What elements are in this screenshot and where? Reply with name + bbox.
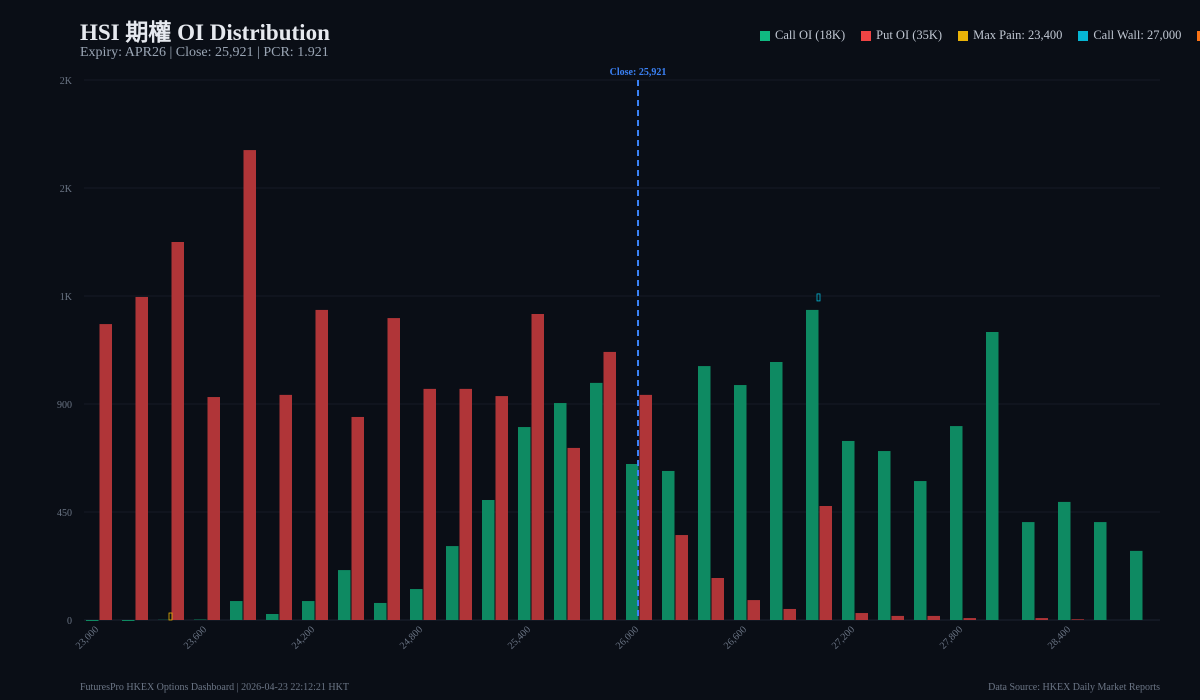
call-oi-bar: [590, 382, 603, 620]
y-tick-label: 2K: [60, 76, 73, 87]
put-oi-bar: [603, 351, 616, 620]
put-oi-bar: [531, 314, 544, 620]
call-oi-bar: [986, 332, 999, 620]
legend-label: Call OI (18K): [775, 28, 846, 42]
x-tick-label: 26,000: [614, 624, 641, 651]
put-oi-bar: [351, 416, 364, 620]
legend-call-oi[interactable]: Call OI (18K): [760, 28, 845, 43]
x-tick-label: 24,800: [398, 624, 425, 651]
call-oi-bar: [842, 440, 855, 620]
call-oi-bar: [86, 620, 99, 621]
call-oi-bar: [1058, 501, 1071, 620]
x-tick-label: 24,200: [290, 624, 317, 651]
close-price-label: Close: 25,921: [610, 67, 667, 78]
call-oi-bar: [302, 601, 315, 620]
put-oi-bar: [99, 324, 112, 620]
call-oi-bar: [914, 481, 927, 620]
put-oi-bar: [963, 618, 976, 620]
y-tick-label: 900: [57, 400, 72, 411]
call-oi-bar: [482, 500, 495, 620]
call-oi-bar: [554, 403, 567, 620]
put-oi-bar: [783, 608, 796, 620]
x-tick-label: 23,000: [74, 624, 101, 651]
call-oi-bar: [662, 470, 675, 620]
y-tick-label: 2K: [60, 184, 73, 195]
call-oi-bar: [878, 451, 891, 620]
y-tick-label: 450: [57, 508, 72, 519]
legend-swatch: [861, 30, 872, 41]
call-oi-bar: [734, 385, 747, 620]
x-tick-label: 23,600: [182, 624, 209, 651]
put-oi-bar: [567, 447, 580, 620]
footer-right: Data Source: HKEX Daily Market Reports: [988, 682, 1160, 693]
legend-label: Call Wall: 27,000: [1093, 28, 1182, 42]
call-oi-bar: [698, 366, 711, 620]
put-oi-bar: [279, 394, 292, 620]
y-tick-label: 1K: [60, 292, 73, 303]
call-oi-bar: [230, 601, 243, 620]
call-oi-bar: [446, 546, 459, 620]
call-oi-bar: [374, 602, 387, 620]
put-oi-bar: [243, 150, 256, 620]
call-oi-bar: [1022, 522, 1035, 620]
put-oi-bar: [459, 388, 472, 620]
call-oi-bar: [122, 620, 135, 621]
call-oi-bar: [770, 362, 783, 620]
legend-put-oi[interactable]: Put OI (35K): [861, 28, 942, 43]
call-oi-bar: [626, 464, 639, 620]
legend: Call OI (18K) Put OI (35K) Max Pain: 23,…: [760, 28, 1200, 43]
legend-label: Max Pain: 23,400: [973, 28, 1063, 42]
put-oi-bar: [423, 388, 436, 620]
legend-max-pain[interactable]: Max Pain: 23,400: [958, 28, 1062, 43]
call-oi-bar: [806, 309, 819, 620]
call-oi-bar: [338, 570, 351, 620]
max-pain-marker: [168, 612, 173, 621]
put-oi-bar: [171, 242, 184, 620]
call-oi-bar: [1130, 550, 1143, 620]
put-oi-bar: [1035, 618, 1048, 620]
x-tick-label: 25,400: [506, 624, 533, 651]
legend-call-wall[interactable]: Call Wall: 27,000: [1078, 28, 1181, 43]
legend-swatch: [1197, 30, 1200, 41]
y-tick-label: 0: [67, 616, 72, 627]
call-wall-marker: [816, 293, 821, 302]
put-oi-bar: [711, 578, 724, 620]
x-tick-label: 28,400: [1046, 624, 1073, 651]
put-oi-bar: [819, 506, 832, 620]
put-oi-bar: [315, 309, 328, 620]
legend-label: Put OI (35K): [876, 28, 943, 42]
put-oi-bar: [855, 613, 868, 620]
legend-put-wall[interactable]: P: [1197, 28, 1200, 43]
call-oi-bar: [518, 427, 531, 620]
legend-swatch: [1078, 30, 1089, 41]
call-oi-bar: [950, 426, 963, 620]
x-tick-label: 27,800: [938, 624, 965, 651]
legend-swatch: [958, 30, 969, 41]
put-oi-bar: [495, 396, 508, 620]
put-oi-bar: [1071, 619, 1084, 620]
legend-swatch: [760, 30, 770, 41]
put-oi-bar: [639, 394, 652, 620]
put-oi-bar: [675, 535, 688, 620]
call-oi-bar: [410, 589, 423, 620]
footer-left: FuturesPro HKEX Options Dashboard | 2026…: [80, 682, 349, 693]
put-oi-bar: [135, 296, 148, 620]
put-oi-bar: [207, 397, 220, 620]
put-oi-bar: [927, 615, 940, 620]
x-tick-label: 27,200: [830, 624, 857, 651]
chart-title: HSI 期權 OI Distribution: [80, 20, 330, 45]
chart-subtitle: Expiry: APR26 | Close: 25,921 | PCR: 1.9…: [80, 45, 329, 60]
call-oi-bar: [1094, 522, 1107, 620]
x-tick-label: 26,600: [722, 624, 749, 651]
call-oi-bar: [266, 614, 279, 620]
put-oi-bar: [387, 318, 400, 620]
put-oi-bar: [747, 600, 760, 620]
put-oi-bar: [891, 615, 904, 620]
